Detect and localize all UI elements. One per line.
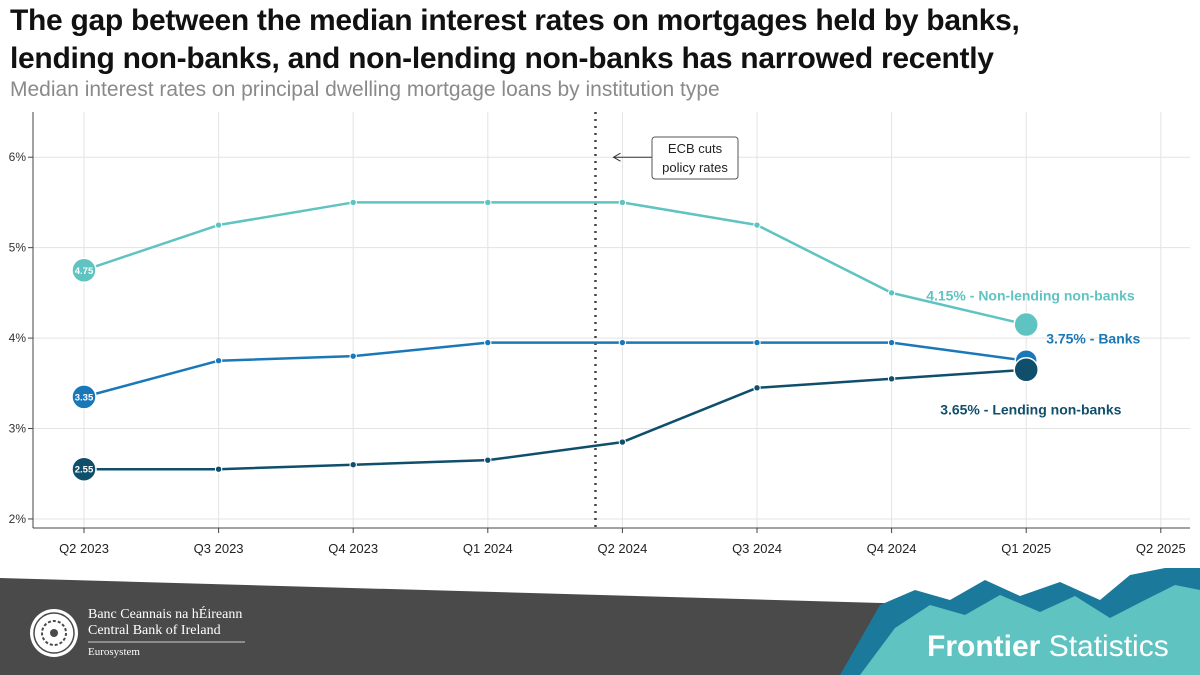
data-point	[887, 289, 896, 297]
start-marker	[71, 456, 97, 482]
brand-regular: Statistics	[1048, 630, 1169, 663]
eurosystem-label: Eurosystem	[88, 646, 140, 658]
data-point	[214, 221, 223, 229]
y-tick-label: 5%	[9, 241, 27, 255]
start-marker	[71, 384, 97, 410]
series-line	[83, 341, 1027, 399]
chart-subtitle: Median interest rates on principal dwell…	[10, 78, 720, 101]
end-marker	[1013, 356, 1039, 383]
annotation: ECB cuts policy rates	[594, 112, 739, 528]
series-line	[83, 201, 1027, 326]
data-point	[349, 460, 357, 469]
axes: Q2 2023 Q3 2023 Q4 2023 Q1 2024 Q2 2024 Q3 20…	[9, 112, 1190, 556]
bank-name-english: Central Bank of Ireland	[88, 623, 221, 638]
grid	[33, 112, 1190, 528]
x-tick-label: Q2 2025	[1136, 541, 1186, 556]
x-tick-label: Q3 2024	[732, 541, 782, 556]
y-tick-label: 3%	[9, 422, 27, 436]
series-non-lending-non-banks: 4.75 4.15% - Non-lending non-banks	[71, 198, 1135, 338]
x-tick-label: Q3 2023	[194, 541, 244, 556]
end-value-label: 3.75% - Banks	[1046, 331, 1140, 347]
start-value-label: 4.75	[75, 266, 94, 277]
data-point	[618, 338, 627, 347]
data-point	[618, 198, 627, 207]
frontier-statistics-brand: Frontier Statistics	[927, 630, 1169, 664]
data-point	[753, 221, 761, 229]
series-banks: 3.35 3.75% - Banks	[71, 331, 1141, 410]
data-point	[349, 198, 357, 207]
central-bank-seal	[30, 609, 78, 657]
x-tick-label: Q2 2024	[597, 541, 647, 556]
annotation-text-line-2: policy rates	[662, 160, 728, 175]
end-value-label: 3.65% - Lending non-banks	[940, 402, 1121, 418]
x-tick-label: Q4 2024	[867, 541, 917, 556]
line-chart: Q2 2023 Q3 2023 Q4 2023 Q1 2024 Q2 2024 Q3 20…	[9, 112, 1190, 556]
start-marker	[71, 257, 97, 284]
data-point	[618, 438, 627, 446]
brand-bold: Frontier	[927, 630, 1041, 663]
data-point	[484, 456, 492, 464]
end-marker	[1013, 311, 1039, 338]
data-point	[214, 465, 223, 473]
annotation-text-line-1: ECB cuts	[668, 141, 723, 156]
series-lending-non-banks: 2.55 3.65% - Lending non-banks	[71, 356, 1122, 482]
title-line-2: lending non-banks, and non-lending non-b…	[10, 42, 994, 75]
annotation-box	[651, 136, 739, 180]
x-tick-label: Q2 2023	[59, 541, 109, 556]
data-point	[214, 356, 223, 365]
end-value-label: 4.15% - Non-lending non-banks	[926, 288, 1135, 304]
series-line	[84, 368, 1027, 471]
x-tick-label: Q1 2025	[1001, 541, 1051, 556]
chart-title: The gap between the median interest rate…	[10, 2, 1190, 78]
data-point	[753, 384, 761, 392]
bank-name-irish: Banc Ceannais na hÉireann	[88, 607, 243, 622]
data-point	[887, 338, 896, 347]
y-tick-label: 4%	[9, 331, 27, 345]
data-point	[484, 338, 492, 347]
data-point	[753, 338, 761, 347]
data-point	[349, 352, 357, 360]
x-tick-label: Q1 2024	[463, 541, 513, 556]
data-point	[484, 198, 492, 207]
y-tick-label: 6%	[9, 150, 27, 164]
series: 4.75 4.15% - Non-lending non-banks 3.35 3.7…	[71, 198, 1141, 482]
start-value-label: 2.55	[75, 465, 94, 476]
y-tick-label: 2%	[9, 512, 27, 526]
x-tick-label: Q4 2023	[328, 541, 378, 556]
title-line-1: The gap between the median interest rate…	[10, 4, 1020, 37]
annotation-arrowhead	[612, 152, 621, 162]
start-value-label: 3.35	[75, 392, 94, 403]
data-point	[887, 375, 896, 383]
